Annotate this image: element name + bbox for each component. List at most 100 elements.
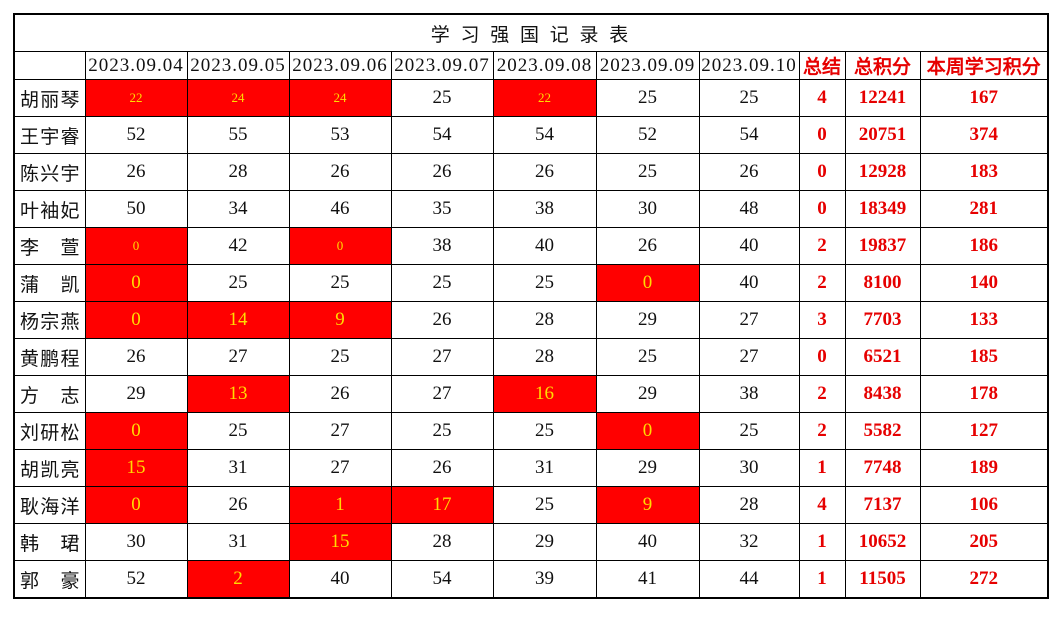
week-points-cell[interactable]: 374 [919, 116, 1049, 154]
week-points-cell[interactable]: 205 [919, 523, 1049, 561]
daily-score-cell[interactable]: 25 [698, 412, 800, 450]
daily-score-cell[interactable]: 25 [390, 79, 494, 117]
daily-score-cell[interactable]: 54 [492, 116, 597, 154]
total-points-cell[interactable]: 8438 [844, 375, 921, 413]
week-points-cell[interactable]: 183 [919, 153, 1049, 191]
total-points-cell[interactable]: 18349 [844, 190, 921, 228]
summary-count-cell[interactable]: 0 [798, 190, 846, 228]
name-cell[interactable]: 杨宗燕 [13, 301, 86, 339]
summary-count-cell[interactable]: 1 [798, 449, 846, 487]
daily-score-cell[interactable]: 25 [288, 338, 392, 376]
total-points-cell[interactable]: 7703 [844, 301, 921, 339]
daily-score-cell[interactable]: 25 [595, 79, 700, 117]
page-title[interactable]: 学 习 强 国 记 录 表 [13, 13, 1049, 52]
daily-score-cell[interactable]: 25 [492, 486, 597, 524]
daily-score-cell[interactable]: 0 [84, 486, 188, 524]
daily-score-cell[interactable]: 30 [84, 523, 188, 561]
daily-score-cell[interactable]: 26 [698, 153, 800, 191]
total-points-cell[interactable]: 10652 [844, 523, 921, 561]
week-points-cell[interactable]: 272 [919, 560, 1049, 599]
daily-score-cell[interactable]: 14 [186, 301, 290, 339]
corner-empty-cell[interactable] [13, 51, 86, 80]
daily-score-cell[interactable]: 15 [288, 523, 392, 561]
daily-score-cell[interactable]: 28 [698, 486, 800, 524]
total-points-cell[interactable]: 12241 [844, 79, 921, 117]
total-points-cell[interactable]: 7137 [844, 486, 921, 524]
summary-count-cell[interactable]: 2 [798, 264, 846, 302]
daily-score-cell[interactable]: 31 [492, 449, 597, 487]
daily-score-cell[interactable]: 40 [492, 227, 597, 265]
daily-score-cell[interactable]: 46 [288, 190, 392, 228]
daily-score-cell[interactable]: 44 [698, 560, 800, 599]
total-points-cell[interactable]: 6521 [844, 338, 921, 376]
daily-score-cell[interactable]: 42 [186, 227, 290, 265]
daily-score-cell[interactable]: 29 [595, 375, 700, 413]
summary-count-cell[interactable]: 1 [798, 560, 846, 599]
daily-score-cell[interactable]: 0 [288, 227, 392, 265]
daily-score-cell[interactable]: 27 [390, 375, 494, 413]
summary-count-cell[interactable]: 1 [798, 523, 846, 561]
daily-score-cell[interactable]: 0 [595, 412, 700, 450]
daily-score-cell[interactable]: 25 [186, 412, 290, 450]
daily-score-cell[interactable]: 38 [698, 375, 800, 413]
date-header-cell-6[interactable]: 2023.09.10 [698, 51, 800, 80]
summary-count-cell[interactable]: 0 [798, 116, 846, 154]
daily-score-cell[interactable]: 30 [595, 190, 700, 228]
daily-score-cell[interactable]: 28 [186, 153, 290, 191]
date-header-cell-0[interactable]: 2023.09.04 [84, 51, 188, 80]
daily-score-cell[interactable]: 22 [492, 79, 597, 117]
name-cell[interactable]: 王宇睿 [13, 116, 86, 154]
name-cell[interactable]: 黄鹏程 [13, 338, 86, 376]
summary-count-cell[interactable]: 3 [798, 301, 846, 339]
daily-score-cell[interactable]: 31 [186, 523, 290, 561]
daily-score-cell[interactable]: 41 [595, 560, 700, 599]
week-points-cell[interactable]: 185 [919, 338, 1049, 376]
name-cell[interactable]: 郭豪 [13, 560, 86, 599]
daily-score-cell[interactable]: 54 [390, 116, 494, 154]
summary-count-cell[interactable]: 4 [798, 79, 846, 117]
daily-score-cell[interactable]: 50 [84, 190, 188, 228]
daily-score-cell[interactable]: 15 [84, 449, 188, 487]
daily-score-cell[interactable]: 2 [186, 560, 290, 599]
daily-score-cell[interactable]: 26 [595, 227, 700, 265]
summary-header-cell-1[interactable]: 总积分 [844, 51, 921, 80]
daily-score-cell[interactable]: 0 [84, 227, 188, 265]
daily-score-cell[interactable]: 29 [492, 523, 597, 561]
date-header-cell-3[interactable]: 2023.09.07 [390, 51, 494, 80]
daily-score-cell[interactable]: 39 [492, 560, 597, 599]
name-cell[interactable]: 方志 [13, 375, 86, 413]
summary-count-cell[interactable]: 2 [798, 375, 846, 413]
daily-score-cell[interactable]: 0 [84, 301, 188, 339]
week-points-cell[interactable]: 167 [919, 79, 1049, 117]
week-points-cell[interactable]: 106 [919, 486, 1049, 524]
daily-score-cell[interactable]: 27 [698, 301, 800, 339]
name-cell[interactable]: 韩珺 [13, 523, 86, 561]
daily-score-cell[interactable]: 38 [390, 227, 494, 265]
daily-score-cell[interactable]: 25 [492, 264, 597, 302]
week-points-cell[interactable]: 140 [919, 264, 1049, 302]
date-header-cell-4[interactable]: 2023.09.08 [492, 51, 597, 80]
daily-score-cell[interactable]: 32 [698, 523, 800, 561]
daily-score-cell[interactable]: 29 [595, 301, 700, 339]
daily-score-cell[interactable]: 52 [84, 560, 188, 599]
daily-score-cell[interactable]: 29 [595, 449, 700, 487]
summary-count-cell[interactable]: 0 [798, 338, 846, 376]
daily-score-cell[interactable]: 16 [492, 375, 597, 413]
daily-score-cell[interactable]: 29 [84, 375, 188, 413]
total-points-cell[interactable]: 5582 [844, 412, 921, 450]
week-points-cell[interactable]: 178 [919, 375, 1049, 413]
date-header-cell-1[interactable]: 2023.09.05 [186, 51, 290, 80]
daily-score-cell[interactable]: 30 [698, 449, 800, 487]
daily-score-cell[interactable]: 28 [492, 301, 597, 339]
daily-score-cell[interactable]: 26 [186, 486, 290, 524]
daily-score-cell[interactable]: 22 [84, 79, 188, 117]
daily-score-cell[interactable]: 25 [595, 153, 700, 191]
daily-score-cell[interactable]: 26 [84, 338, 188, 376]
week-points-cell[interactable]: 127 [919, 412, 1049, 450]
summary-header-cell-2[interactable]: 本周学习积分 [919, 51, 1049, 80]
daily-score-cell[interactable]: 40 [288, 560, 392, 599]
week-points-cell[interactable]: 133 [919, 301, 1049, 339]
week-points-cell[interactable]: 186 [919, 227, 1049, 265]
daily-score-cell[interactable]: 52 [84, 116, 188, 154]
total-points-cell[interactable]: 8100 [844, 264, 921, 302]
